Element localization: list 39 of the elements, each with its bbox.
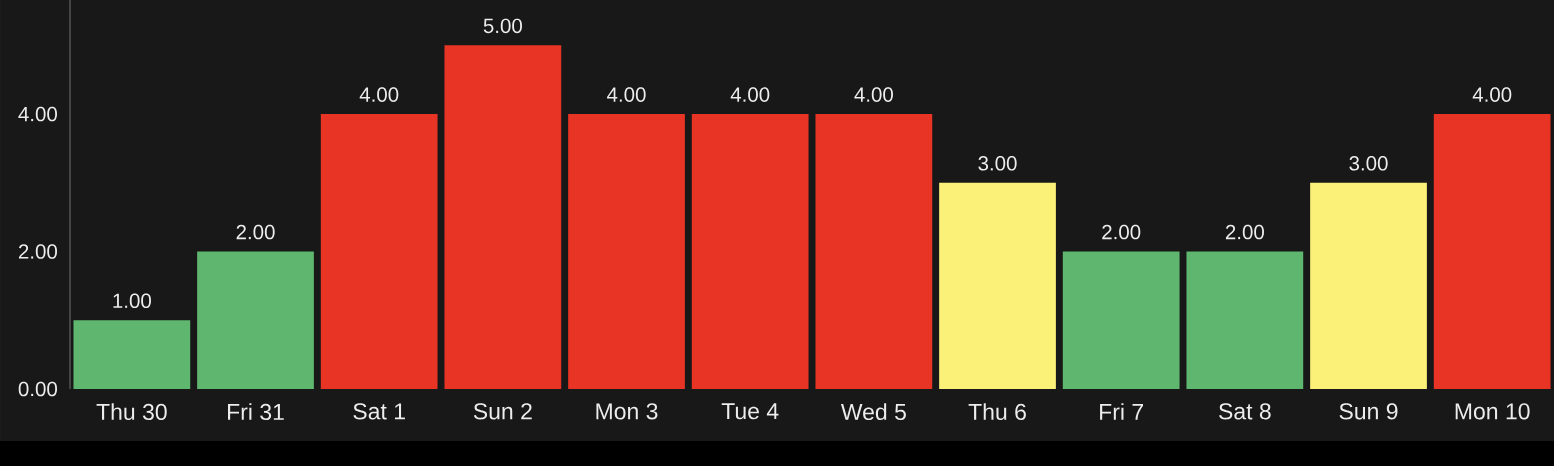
x-tick-label: Thu 30: [96, 403, 167, 421]
bar: [1186, 251, 1304, 389]
x-tick-label: Mon 10: [1455, 403, 1530, 420]
bar: [1433, 114, 1551, 389]
bar: [444, 45, 562, 389]
bar: [197, 251, 314, 389]
bar: [939, 182, 1056, 389]
data-label: 4.00: [730, 87, 770, 102]
data-label: 2.00: [1102, 224, 1141, 240]
x-tick-label: Sat 8: [1219, 403, 1271, 420]
data-label: 2.00: [1225, 224, 1264, 240]
bar: [1310, 182, 1427, 389]
data-label: 4.00: [607, 87, 646, 102]
bar: [568, 114, 685, 389]
x-tick-label: Mon 3: [596, 403, 658, 420]
data-label: 1.00: [113, 293, 151, 309]
bar: [691, 114, 809, 389]
data-label: 4.00: [1472, 87, 1512, 102]
y-tick-label: 2.00: [18, 244, 58, 259]
bar: [73, 320, 191, 389]
data-label: 4.00: [359, 87, 399, 102]
data-label: 4.00: [854, 87, 893, 102]
x-tick-label: Thu 6: [968, 403, 1026, 421]
x-tick-label: Sat 1: [353, 403, 405, 420]
bar: [320, 114, 438, 389]
data-label: 3.00: [978, 156, 1017, 171]
x-tick-label: Sun 2: [473, 403, 532, 420]
y-tick-label: 4.00: [18, 106, 58, 122]
x-tick-label: Tue 4: [721, 403, 779, 420]
y-tick-label: 0.00: [18, 381, 58, 397]
bar: [1062, 251, 1180, 389]
bar: [815, 114, 933, 389]
x-tick-label: Wed 5: [840, 403, 906, 421]
data-label: 5.00: [483, 18, 522, 34]
x-tick-label: Sun 9: [1339, 403, 1398, 420]
x-tick-label: Fri 31: [228, 403, 284, 421]
x-tick-label: Fri 7: [1100, 403, 1144, 420]
data-label: 2.00: [236, 224, 275, 240]
data-label: 3.00: [1349, 156, 1388, 171]
